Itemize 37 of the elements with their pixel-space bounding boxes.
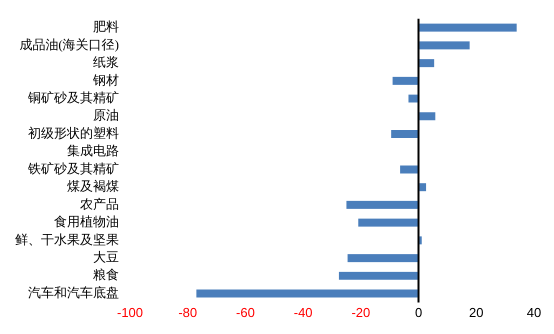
bar	[348, 254, 418, 262]
bar	[408, 94, 418, 103]
y-tick-label: 钢材	[92, 72, 119, 88]
x-tick-label: -40	[294, 304, 313, 320]
y-tick-label: 食用植物油	[54, 214, 119, 230]
bar	[391, 130, 418, 138]
bar	[338, 272, 418, 280]
y-tick-label: 粮食	[93, 267, 119, 282]
bar	[420, 24, 517, 32]
y-tick-label: 纸浆	[93, 54, 119, 70]
bar	[420, 112, 436, 120]
y-tick-label: 农产品	[80, 196, 119, 212]
x-tick-label: -80	[178, 304, 198, 320]
y-tick-label: 铁矿砂及其精矿	[27, 160, 119, 176]
y-tick-label: 肥料	[93, 19, 119, 34]
y-tick-label: 煤及褐煤	[67, 178, 119, 194]
x-tick-label: -20	[351, 304, 370, 320]
bar	[420, 183, 426, 192]
y-tick-label: 初级形状的塑料	[28, 125, 119, 140]
y-tick-label: 原油	[93, 108, 119, 123]
y-tick-label: 汽车和汽车底盘	[28, 284, 119, 300]
bar	[358, 218, 418, 227]
bar	[392, 76, 418, 85]
x-tick-label: 0	[414, 304, 422, 320]
bar	[420, 59, 434, 68]
y-tick-label: 大豆	[93, 250, 119, 265]
bar	[346, 200, 418, 209]
y-tick-label: 集成电路	[67, 143, 119, 158]
y-tick-label: 成品油(海关口径)	[19, 36, 119, 52]
bar	[400, 165, 418, 174]
y-tick-label: 铜矿砂及其精矿	[27, 90, 119, 105]
x-tick-label: -60	[236, 304, 255, 320]
x-tick-label: 40	[526, 304, 542, 320]
y-tick-label: 鲜、干水果及坚果	[15, 232, 119, 247]
bar	[420, 41, 470, 50]
x-tick-label: -100	[116, 304, 144, 320]
x-tick-label: 20	[469, 304, 484, 320]
